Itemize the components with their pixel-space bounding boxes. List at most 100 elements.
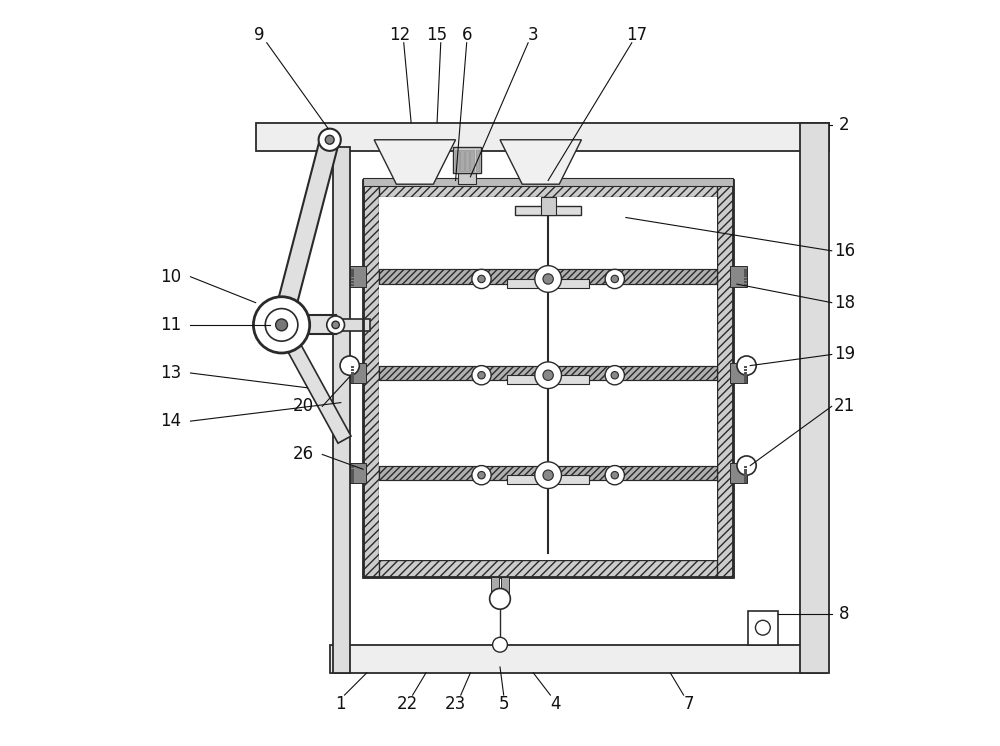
Circle shape bbox=[611, 275, 618, 283]
Circle shape bbox=[737, 456, 756, 475]
Bar bbox=[351, 278, 354, 280]
Bar bbox=[351, 468, 354, 471]
Bar bbox=[455, 150, 459, 171]
Circle shape bbox=[535, 362, 561, 389]
Circle shape bbox=[478, 471, 485, 479]
Bar bbox=[717, 181, 733, 577]
Bar bbox=[351, 272, 354, 275]
Circle shape bbox=[755, 621, 770, 635]
Bar bbox=[351, 372, 354, 374]
Bar bbox=[730, 266, 747, 287]
Bar bbox=[744, 374, 747, 377]
Polygon shape bbox=[275, 322, 351, 443]
Bar bbox=[363, 560, 733, 577]
Bar bbox=[351, 269, 354, 272]
Text: 9: 9 bbox=[254, 25, 265, 43]
Bar bbox=[351, 477, 354, 480]
Bar bbox=[744, 468, 747, 471]
Bar bbox=[744, 275, 747, 278]
Circle shape bbox=[543, 370, 553, 380]
Bar bbox=[744, 474, 747, 477]
Bar bbox=[379, 197, 717, 560]
Bar bbox=[379, 466, 717, 480]
Text: 11: 11 bbox=[160, 316, 181, 334]
Bar bbox=[744, 480, 747, 483]
Bar bbox=[351, 377, 354, 380]
Bar bbox=[730, 463, 747, 483]
Text: 8: 8 bbox=[839, 605, 850, 623]
Bar bbox=[351, 366, 354, 368]
Circle shape bbox=[332, 322, 339, 328]
Bar bbox=[351, 466, 354, 468]
Bar bbox=[333, 147, 350, 673]
Bar bbox=[744, 377, 747, 380]
Circle shape bbox=[276, 319, 287, 330]
Text: 26: 26 bbox=[293, 445, 314, 463]
Bar bbox=[379, 269, 717, 284]
Bar bbox=[507, 475, 589, 484]
Bar bbox=[744, 278, 747, 280]
Bar bbox=[744, 281, 747, 283]
Polygon shape bbox=[272, 137, 339, 327]
Circle shape bbox=[535, 462, 561, 489]
Circle shape bbox=[472, 269, 491, 289]
Bar bbox=[363, 178, 733, 186]
Bar bbox=[744, 477, 747, 480]
Bar bbox=[351, 281, 354, 283]
Bar bbox=[507, 375, 589, 384]
Bar bbox=[363, 181, 379, 577]
Text: 1: 1 bbox=[335, 695, 346, 713]
Bar bbox=[379, 366, 717, 380]
Bar bbox=[730, 363, 747, 383]
Text: 13: 13 bbox=[160, 364, 181, 382]
Bar bbox=[256, 123, 829, 151]
Bar bbox=[465, 150, 469, 171]
Circle shape bbox=[737, 356, 756, 375]
Bar bbox=[351, 471, 354, 474]
Text: 3: 3 bbox=[528, 25, 539, 43]
Bar bbox=[744, 380, 747, 383]
Circle shape bbox=[611, 372, 618, 379]
Bar bbox=[458, 173, 476, 184]
Circle shape bbox=[605, 466, 624, 485]
Bar bbox=[541, 197, 556, 216]
Text: 22: 22 bbox=[397, 695, 418, 713]
Text: 19: 19 bbox=[834, 345, 855, 363]
Bar bbox=[350, 363, 366, 383]
Text: 14: 14 bbox=[160, 412, 181, 430]
Bar bbox=[744, 366, 747, 368]
Text: 20: 20 bbox=[293, 398, 314, 416]
Bar bbox=[491, 577, 499, 593]
Bar bbox=[507, 279, 589, 288]
Bar bbox=[363, 181, 733, 577]
Bar bbox=[379, 366, 717, 380]
Bar bbox=[744, 269, 747, 272]
Bar bbox=[379, 269, 717, 284]
Text: 12: 12 bbox=[389, 25, 411, 43]
Bar bbox=[350, 463, 366, 483]
Bar bbox=[476, 150, 479, 171]
Bar bbox=[515, 207, 581, 216]
Bar bbox=[351, 275, 354, 278]
Circle shape bbox=[605, 269, 624, 289]
Bar bbox=[351, 369, 354, 371]
Bar bbox=[351, 284, 354, 286]
Bar bbox=[470, 150, 474, 171]
Circle shape bbox=[327, 316, 345, 333]
Circle shape bbox=[265, 309, 298, 341]
Bar bbox=[350, 266, 366, 287]
Bar bbox=[351, 380, 354, 383]
Text: 10: 10 bbox=[160, 268, 181, 286]
Bar bbox=[330, 645, 826, 673]
Circle shape bbox=[535, 266, 561, 292]
Bar bbox=[542, 366, 554, 384]
Text: 18: 18 bbox=[834, 294, 855, 312]
Polygon shape bbox=[500, 140, 581, 184]
Text: 4: 4 bbox=[550, 695, 561, 713]
Polygon shape bbox=[282, 316, 336, 334]
Bar bbox=[336, 319, 370, 330]
Text: 2: 2 bbox=[839, 116, 850, 134]
Circle shape bbox=[478, 372, 485, 379]
Bar bbox=[744, 284, 747, 286]
Bar bbox=[351, 474, 354, 477]
